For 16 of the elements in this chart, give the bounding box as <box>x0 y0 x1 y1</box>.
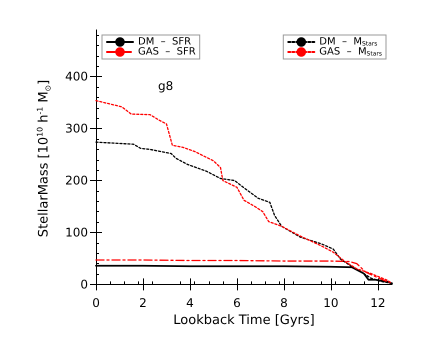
x-axis-title: Lookback Time [Gyrs] <box>173 312 315 328</box>
y-tick-label: 400 <box>65 70 88 84</box>
x-tick-label: 2 <box>139 296 147 310</box>
legend-label: DM – SFR <box>138 36 192 48</box>
x-tick-label: 0 <box>92 296 100 310</box>
x-tick-label: 8 <box>280 296 288 310</box>
annotation: g8 <box>158 79 174 93</box>
legend-label: GAS – SFR <box>138 46 196 58</box>
y-tick-label: 0 <box>80 277 88 292</box>
x-tick-label: 4 <box>186 296 194 310</box>
y-tick-label: 300 <box>65 122 88 136</box>
y-tick-label: 200 <box>65 174 88 188</box>
y-tick-label: 100 <box>65 225 88 240</box>
x-tick-label: 6 <box>233 296 241 310</box>
x-tick-label: 12 <box>370 296 386 310</box>
x-tick-label: 10 <box>323 296 339 310</box>
